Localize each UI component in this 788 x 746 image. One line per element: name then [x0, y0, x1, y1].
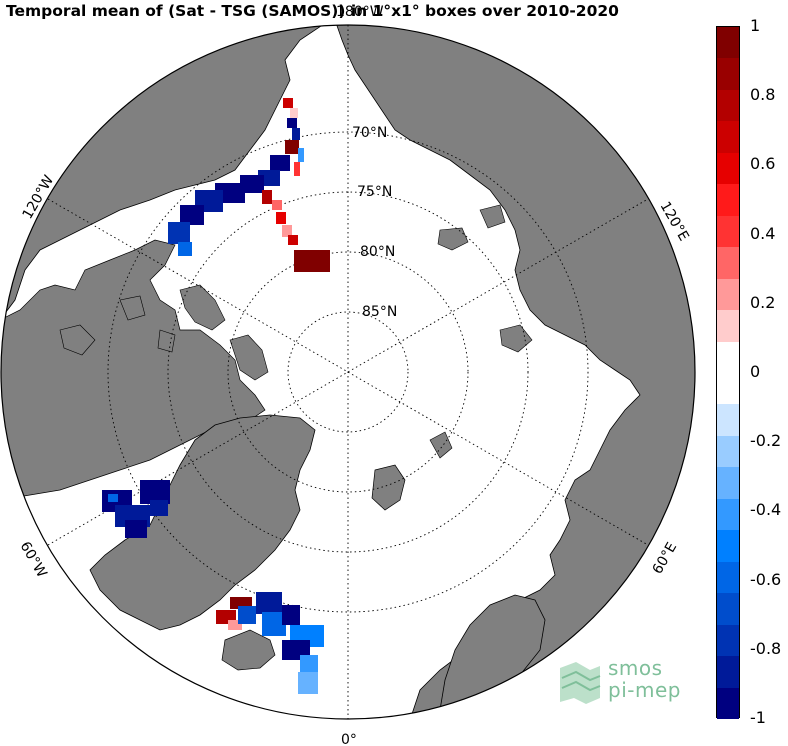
data-box	[238, 606, 256, 624]
land-siberian-islands	[429, 204, 533, 459]
colorbar-tick-label: 0.2	[750, 292, 776, 312]
colorbar-segment	[717, 27, 739, 59]
lat-label-75: 75°N	[357, 184, 392, 200]
smos-pimep-logo	[560, 662, 601, 704]
data-box	[276, 212, 286, 224]
colorbar-segment	[717, 624, 739, 657]
data-box	[256, 592, 282, 614]
colorbar-segment	[717, 372, 739, 405]
data-box	[294, 250, 330, 272]
lon-label-60e: 60°E	[650, 540, 681, 577]
colorbar-segment	[717, 593, 739, 625]
colorbar-segment	[717, 184, 739, 216]
data-box	[282, 225, 292, 237]
data-box	[300, 655, 318, 673]
colorbar-segment	[717, 310, 739, 342]
colorbar-segment	[717, 278, 739, 311]
colorbar-segment	[717, 435, 739, 468]
lon-label-top: 180°W	[336, 4, 384, 20]
colorbar-tick-label: -0.8	[750, 638, 782, 658]
data-box	[298, 672, 318, 694]
land-canada-islands	[1, 239, 266, 501]
data-box	[287, 118, 297, 128]
colorbar-tick-label: -0.2	[750, 431, 782, 451]
data-box	[272, 200, 282, 210]
colorbar-tick-label: -0.6	[750, 569, 782, 589]
data-box	[298, 148, 304, 162]
colorbar-segment	[717, 215, 739, 248]
colorbar-tick-label: -1	[750, 708, 766, 727]
polar-map: 70°N 75°N 80°N 85°N 180°W 0° 120°W 60°W …	[0, 4, 696, 746]
data-box	[270, 155, 290, 171]
colorbar-segment	[717, 152, 739, 185]
data-box	[240, 175, 264, 193]
colorbar-segment	[717, 656, 739, 688]
data-box	[180, 205, 204, 225]
colorbar-segment	[717, 89, 739, 122]
data-box	[288, 235, 298, 245]
colorbar-segment	[717, 530, 739, 562]
lon-label-60w: 60°W	[17, 539, 50, 581]
colorbar-segment	[717, 341, 739, 373]
colorbar-tick-label: 0.8	[750, 85, 776, 105]
colorbar-segment	[717, 498, 739, 531]
colorbar-tick-label: -0.4	[750, 500, 782, 520]
map-title: Temporal mean of (Sat - TSG (SAMOS)) in …	[6, 2, 619, 20]
data-box	[168, 222, 190, 244]
data-box	[290, 108, 298, 118]
data-box	[282, 605, 300, 625]
colorbar-segment	[717, 247, 739, 279]
colorbar-segment	[717, 404, 739, 436]
logo-line2: pi-mep	[608, 678, 681, 702]
lat-label-85: 85°N	[362, 304, 397, 320]
colorbar-segment	[717, 58, 739, 90]
lat-label-70: 70°N	[352, 125, 387, 141]
data-box	[262, 190, 272, 204]
colorbar-segment	[717, 467, 739, 499]
data-box	[292, 128, 300, 140]
land-iceland	[221, 629, 276, 671]
data-box	[294, 162, 300, 176]
data-box	[285, 140, 299, 154]
data-box	[108, 494, 118, 502]
colorbar-tick-label: 0.6	[750, 154, 776, 174]
colorbar-segment	[717, 121, 739, 153]
data-boxes	[102, 98, 330, 694]
colorbar-tick-label: 0	[750, 362, 761, 381]
data-box	[178, 242, 192, 256]
data-box	[228, 620, 242, 630]
data-box	[150, 500, 168, 516]
data-box	[283, 98, 293, 108]
lat-label-80: 80°N	[360, 244, 395, 260]
colorbar	[716, 26, 740, 719]
graticule	[47, 25, 649, 719]
colorbar-tick-label: 1	[750, 16, 761, 35]
colorbar-segment	[717, 561, 739, 594]
land-svalbard	[371, 464, 406, 511]
colorbar-segment	[717, 687, 739, 719]
logo-line1: smos	[608, 656, 663, 680]
lon-label-bottom: 0°	[341, 732, 357, 746]
colorbar-tick-label: 0.4	[750, 223, 776, 243]
land-canada-islands-2	[59, 284, 269, 381]
data-box	[125, 520, 147, 538]
